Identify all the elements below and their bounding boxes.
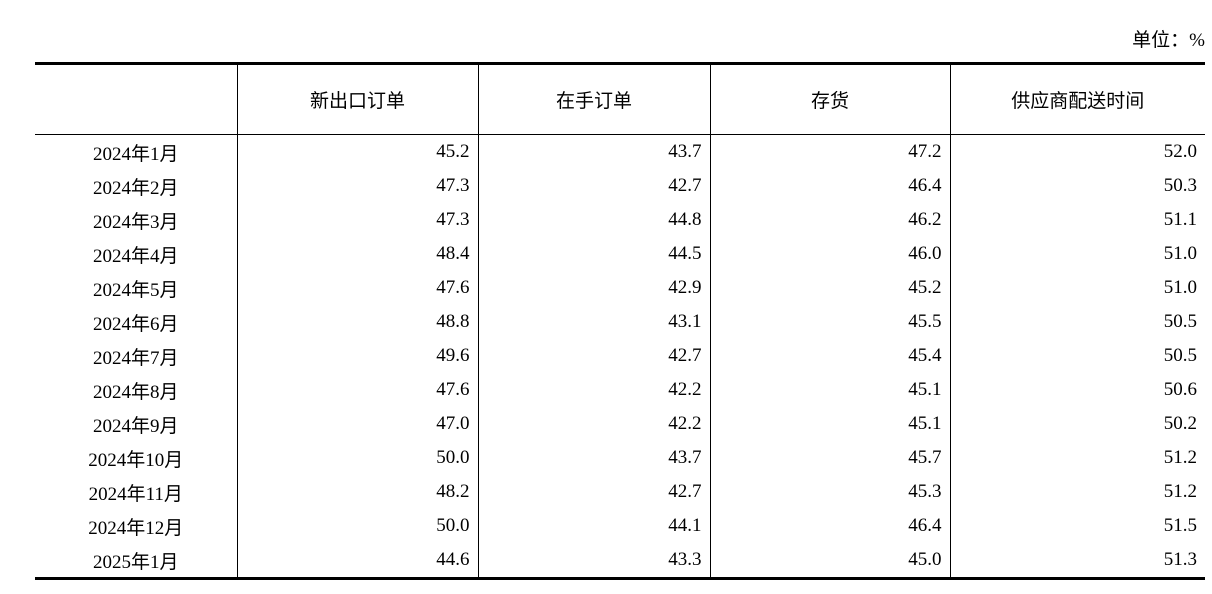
value-cell: 47.6: [236, 373, 478, 407]
column-header-inventory: 存货: [709, 63, 950, 135]
value-cell: 50.5: [949, 339, 1205, 373]
value-cell: 50.6: [949, 373, 1205, 407]
value-cell: 44.8: [477, 203, 710, 237]
value-cell: 51.5: [949, 509, 1205, 543]
value-cell: 42.2: [477, 373, 710, 407]
value-cell: 46.0: [709, 237, 950, 271]
value-cell: 45.7: [709, 441, 950, 475]
value-cell: 50.3: [949, 169, 1205, 203]
value-cell: 46.2: [709, 203, 950, 237]
value-cell: 47.0: [236, 407, 478, 441]
table-row: 2024年8月 47.6 42.2 45.1 50.6: [35, 373, 1205, 407]
table-row: 2024年4月 48.4 44.5 46.0 51.0: [35, 237, 1205, 271]
table-row: 2024年3月 47.3 44.8 46.2 51.1: [35, 203, 1205, 237]
column-header-period: [35, 63, 237, 135]
table-row: 2024年2月 47.3 42.7 46.4 50.3: [35, 169, 1205, 203]
table-row: 2024年9月 47.0 42.2 45.1 50.2: [35, 407, 1205, 441]
value-cell: 43.7: [477, 134, 710, 169]
value-cell: 42.2: [477, 407, 710, 441]
value-cell: 44.1: [477, 509, 710, 543]
value-cell: 42.7: [477, 339, 710, 373]
table-row: 2024年6月 48.8 43.1 45.5 50.5: [35, 305, 1205, 339]
value-cell: 48.2: [236, 475, 478, 509]
value-cell: 49.6: [236, 339, 478, 373]
period-cell: 2024年12月: [88, 517, 184, 539]
unit-label: 单位：%: [1132, 30, 1205, 51]
value-cell: 51.1: [949, 203, 1205, 237]
period-cell: 2024年1月: [92, 143, 179, 165]
value-cell: 47.6: [236, 271, 478, 305]
value-cell: 42.7: [477, 475, 710, 509]
value-cell: 43.7: [477, 441, 710, 475]
value-cell: 52.0: [949, 134, 1205, 169]
value-cell: 51.2: [949, 475, 1205, 509]
period-cell: 2024年6月: [92, 313, 179, 335]
value-cell: 50.0: [236, 509, 478, 543]
period-cell: 2024年4月: [92, 245, 179, 267]
table-row: 2024年1月 45.2 43.7 47.2 52.0: [35, 134, 1205, 169]
value-cell: 51.3: [949, 543, 1205, 579]
value-cell: 48.8: [236, 305, 478, 339]
value-cell: 43.3: [477, 543, 710, 579]
value-cell: 46.4: [709, 169, 950, 203]
value-cell: 51.2: [949, 441, 1205, 475]
value-cell: 45.5: [709, 305, 950, 339]
column-header-new-export-orders: 新出口订单: [236, 63, 478, 135]
value-cell: 48.4: [236, 237, 478, 271]
value-cell: 47.2: [709, 134, 950, 169]
period-cell: 2024年8月: [92, 381, 179, 403]
value-cell: 42.7: [477, 169, 710, 203]
table-body: 2024年1月 45.2 43.7 47.2 52.0 2024年2月 47.3…: [35, 134, 1205, 579]
value-cell: 51.0: [949, 271, 1205, 305]
value-cell: 45.0: [709, 543, 950, 579]
period-cell: 2024年11月: [88, 483, 183, 505]
value-cell: 43.1: [477, 305, 710, 339]
value-cell: 42.9: [477, 271, 710, 305]
table-row: 2024年11月 48.2 42.7 45.3 51.2: [35, 475, 1205, 509]
table-header: 新出口订单 在手订单 存货 供应商配送时间: [35, 63, 1205, 135]
value-cell: 44.6: [236, 543, 478, 579]
column-header-supplier-delivery-time: 供应商配送时间: [949, 63, 1205, 135]
value-cell: 45.1: [709, 373, 950, 407]
period-cell: 2024年2月: [92, 177, 179, 199]
period-cell: 2024年9月: [92, 415, 179, 437]
value-cell: 50.5: [949, 305, 1205, 339]
value-cell: 50.0: [236, 441, 478, 475]
table-row: 2025年1月 44.6 43.3 45.0 51.3: [35, 543, 1205, 579]
value-cell: 45.2: [709, 271, 950, 305]
value-cell: 45.3: [709, 475, 950, 509]
period-cell: 2025年1月: [92, 551, 179, 573]
value-cell: 51.0: [949, 237, 1205, 271]
table-section: 单位：% 新出口订单 在手订单 存货 供应商配送时间 2024年1月 45.2 …: [35, 0, 1205, 580]
value-cell: 50.2: [949, 407, 1205, 441]
value-cell: 45.2: [236, 134, 478, 169]
table-row: 2024年12月 50.0 44.1 46.4 51.5: [35, 509, 1205, 543]
table-row: 2024年7月 49.6 42.7 45.4 50.5: [35, 339, 1205, 373]
value-cell: 46.4: [709, 509, 950, 543]
value-cell: 45.4: [709, 339, 950, 373]
column-header-backlog-orders: 在手订单: [477, 63, 710, 135]
value-cell: 47.3: [236, 203, 478, 237]
table-row: 2024年10月 50.0 43.7 45.7 51.2: [35, 441, 1205, 475]
period-cell: 2024年10月: [88, 449, 184, 471]
table-row: 2024年5月 47.6 42.9 45.2 51.0: [35, 271, 1205, 305]
value-cell: 45.1: [709, 407, 950, 441]
header-row: 新出口订单 在手订单 存货 供应商配送时间: [35, 63, 1205, 135]
pmi-subindex-table: 新出口订单 在手订单 存货 供应商配送时间 2024年1月 45.2 43.7 …: [35, 62, 1205, 580]
period-cell: 2024年3月: [92, 211, 179, 233]
value-cell: 44.5: [477, 237, 710, 271]
value-cell: 47.3: [236, 169, 478, 203]
period-cell: 2024年5月: [92, 279, 179, 301]
period-cell: 2024年7月: [92, 347, 179, 369]
